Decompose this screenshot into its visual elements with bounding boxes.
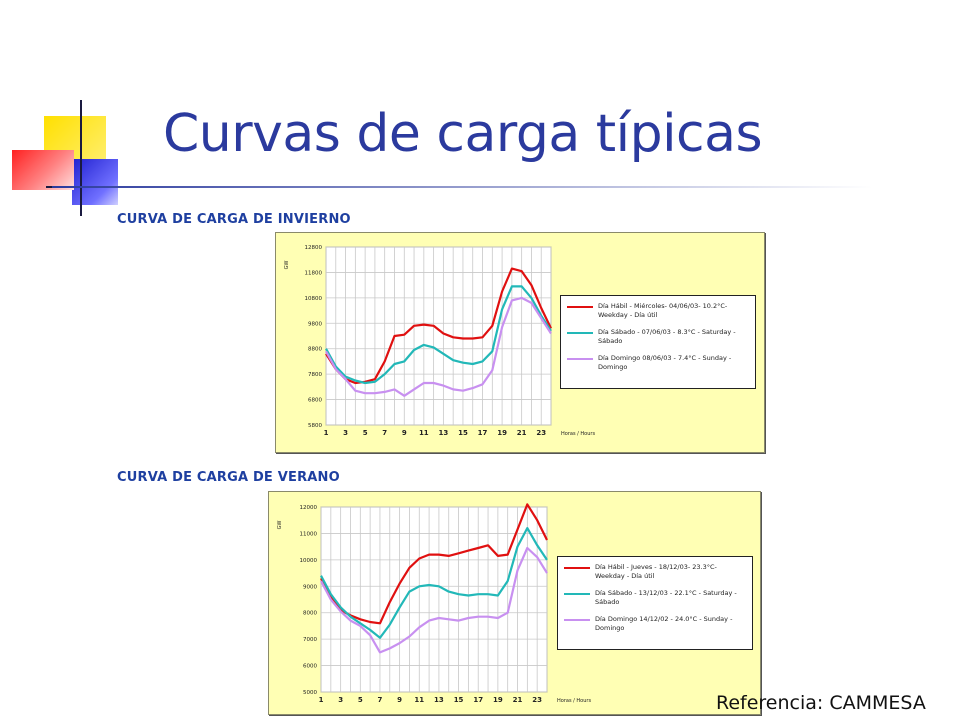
- legend-label: Día Hábil - Jueves - 18/12/03- 23.3°C- W…: [595, 563, 717, 580]
- x-axis-label: Horas / Hours: [557, 698, 591, 704]
- y-tick-label: 9000: [303, 584, 317, 590]
- x-axis-label: Horas / Hours: [561, 431, 595, 437]
- legend-swatch-teal-icon: [567, 332, 593, 334]
- legend-label: Día Domingo 14/12/02 - 24.0°C - Sunday -…: [595, 615, 733, 632]
- x-tick-label: 9: [402, 429, 407, 437]
- winter-legend: Día Hábil - Miércoles- 04/06/03- 10.2°C-…: [560, 295, 756, 389]
- y-tick-label: 7800: [308, 372, 322, 378]
- summer-legend: Día Hábil - Jueves - 18/12/03- 23.3°C- W…: [557, 556, 753, 650]
- x-tick-label: 5: [358, 696, 363, 704]
- x-tick-label: 19: [493, 696, 503, 704]
- x-tick-label: 21: [517, 429, 527, 437]
- summer-section-heading: CURVA DE CARGA DE VERANO: [117, 470, 340, 485]
- y-tick-label: 5800: [308, 423, 322, 429]
- y-tick-label: 8800: [308, 347, 322, 353]
- legend-swatch-teal-icon: [564, 593, 590, 595]
- y-tick-label: 8000: [303, 611, 317, 617]
- x-tick-label: 13: [434, 696, 444, 704]
- y-tick-label: 6800: [308, 398, 322, 404]
- legend-entry-saturday: Día Sábado - 07/06/03 - 8.3°C - Saturday…: [567, 328, 749, 345]
- y-tick-label: 5000: [303, 690, 317, 696]
- x-tick-label: 7: [378, 696, 383, 704]
- plot-area: [320, 506, 548, 693]
- x-tick-label: 21: [513, 696, 523, 704]
- x-tick-label: 11: [419, 429, 429, 437]
- reference-note: Referencia: CAMMESA: [716, 692, 926, 714]
- y-tick-label: 11000: [300, 531, 318, 537]
- y-tick-label: 10800: [305, 296, 323, 302]
- x-tick-label: 3: [343, 429, 348, 437]
- x-tick-label: 9: [397, 696, 402, 704]
- y-tick-label: 7000: [303, 637, 317, 643]
- y-tick-label: 9800: [308, 321, 322, 327]
- series-sunday-line: [320, 546, 548, 654]
- x-tick-label: 7: [382, 429, 387, 437]
- legend-entry-sunday: Día Domingo 08/06/03 - 7.4°C - Sunday - …: [567, 354, 749, 371]
- x-tick-label: 17: [473, 696, 483, 704]
- x-tick-label: 1: [324, 429, 329, 437]
- plot-area: [325, 246, 552, 426]
- x-tick-label: 13: [439, 429, 449, 437]
- legend-entry-sunday: Día Domingo 14/12/02 - 24.0°C - Sunday -…: [564, 615, 746, 632]
- series-sunday-line: [325, 296, 552, 397]
- legend-swatch-red-icon: [564, 567, 590, 569]
- legend-label: Día Hábil - Miércoles- 04/06/03- 10.2°C-…: [598, 302, 728, 319]
- y-axis-label: GW: [284, 261, 290, 270]
- title-underline: [52, 186, 872, 188]
- legend-swatch-red-icon: [567, 306, 593, 308]
- legend-entry-saturday: Día Sábado - 13/12/03 - 22.1°C - Saturda…: [564, 589, 746, 606]
- x-tick-label: 15: [454, 696, 464, 704]
- legend-label: Día Sábado - 07/06/03 - 8.3°C - Saturday…: [598, 328, 736, 345]
- x-tick-label: 3: [338, 696, 343, 704]
- slide-title: Curvas de carga típicas: [163, 104, 763, 164]
- y-tick-label: 10000: [300, 558, 318, 564]
- winter-section-heading: CURVA DE CARGA DE INVIERNO: [117, 212, 351, 227]
- decor-vertical-line: [80, 100, 82, 216]
- x-tick-label: 17: [478, 429, 488, 437]
- decor-blue-square: [72, 159, 118, 205]
- series-weekday-line: [320, 503, 548, 625]
- legend-label: Día Domingo 08/06/03 - 7.4°C - Sunday - …: [598, 354, 732, 371]
- legend-swatch-violet-icon: [564, 619, 590, 621]
- x-tick-label: 23: [536, 429, 546, 437]
- x-tick-label: 5: [363, 429, 368, 437]
- summer-chart-panel: 5000 6000 7000 8000 9000 10000 11000 12000 1 3 5 7 9…: [268, 491, 761, 715]
- y-tick-label: 12000: [300, 505, 318, 511]
- x-tick-label: 1: [319, 696, 324, 704]
- legend-swatch-violet-icon: [567, 358, 593, 360]
- x-tick-label: 11: [414, 696, 424, 704]
- legend-entry-weekday: Día Hábil - Miércoles- 04/06/03- 10.2°C-…: [567, 302, 749, 319]
- y-tick-label: 6000: [303, 664, 317, 670]
- x-tick-label: 19: [497, 429, 507, 437]
- y-tick-label: 12800: [305, 245, 323, 251]
- legend-entry-weekday: Día Hábil - Jueves - 18/12/03- 23.3°C- W…: [564, 563, 746, 580]
- series-saturday-line: [320, 526, 548, 639]
- winter-chart-panel: 5800 6800 7800 8800 9800 10800 11800 12800 1 3 5 7 9…: [275, 232, 765, 453]
- y-tick-label: 11800: [305, 270, 323, 276]
- series-saturday-line: [325, 285, 552, 385]
- x-tick-label: 23: [532, 696, 542, 704]
- decor-red-square: [12, 150, 74, 190]
- x-tick-label: 15: [458, 429, 468, 437]
- y-axis-label: GW: [277, 521, 283, 530]
- legend-label: Día Sábado - 13/12/03 - 22.1°C - Saturda…: [595, 589, 737, 606]
